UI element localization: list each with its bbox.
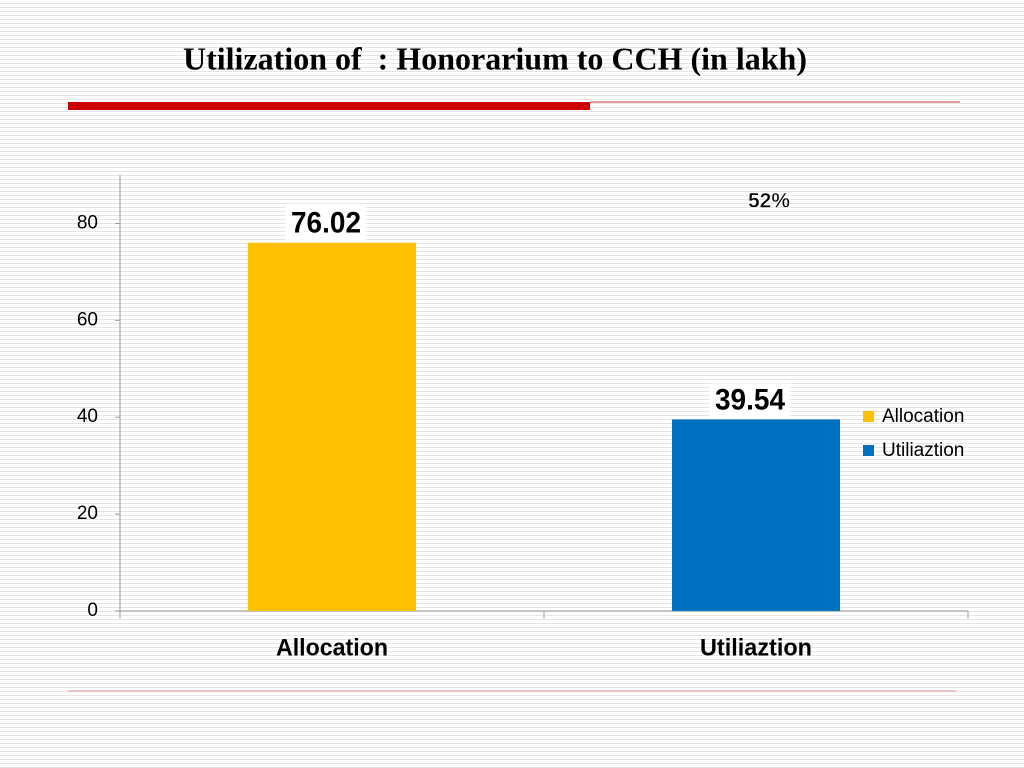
y-tick-label: 20	[77, 503, 98, 524]
value-label: 76.02	[291, 207, 361, 240]
legend-swatch	[863, 411, 874, 422]
annotation: 52%	[748, 190, 790, 213]
y-tick-label: 40	[77, 406, 98, 427]
bar	[248, 242, 416, 611]
y-tick-label: 60	[77, 309, 98, 330]
x-tick-label: Allocation	[276, 634, 388, 661]
legend-label: Utiliaztion	[882, 440, 964, 461]
chart-title: Utilization of : Honorarium to CCH (in l…	[183, 40, 807, 76]
x-tick-label: Utiliaztion	[700, 634, 812, 661]
title-rule	[68, 102, 590, 110]
y-tick-label: 0	[87, 600, 98, 621]
value-label-box	[286, 206, 366, 241]
bar	[672, 419, 840, 611]
value-label: 39.54	[715, 383, 785, 416]
y-tick-label: 80	[77, 212, 98, 233]
value-label-box	[710, 383, 790, 418]
legend-swatch	[863, 445, 874, 456]
legend-label: Allocation	[882, 406, 964, 427]
